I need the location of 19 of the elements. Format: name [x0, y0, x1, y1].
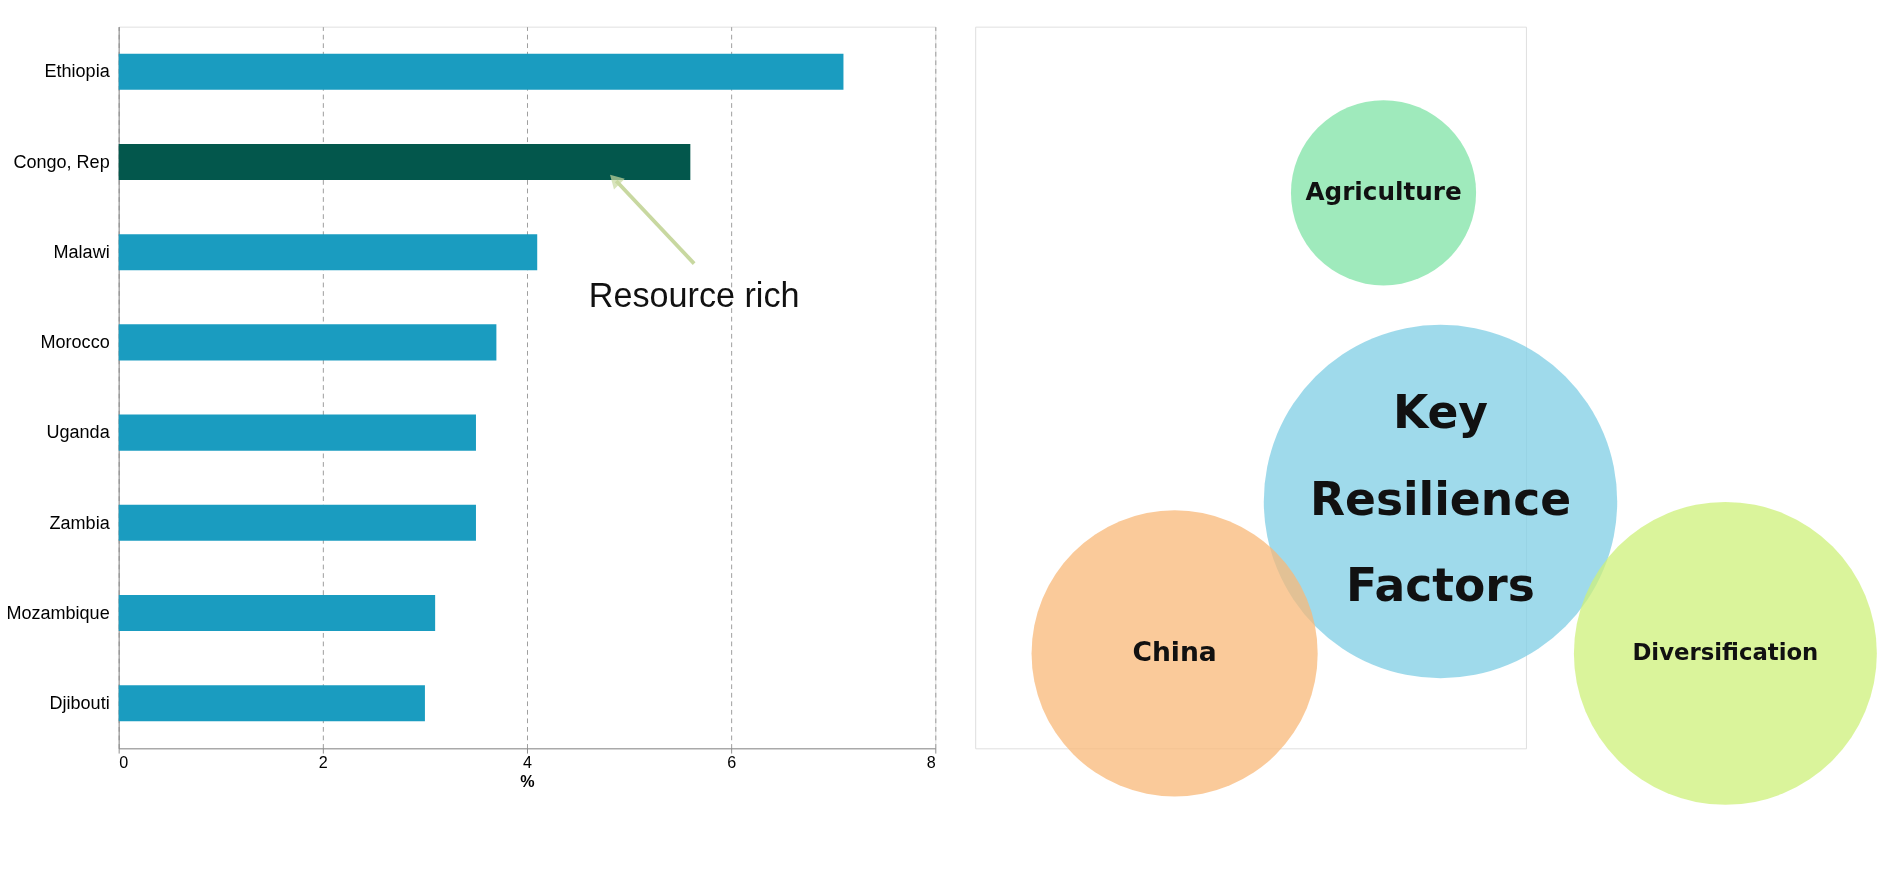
y-tick-label: Morocco [40, 332, 110, 353]
y-tick-label: Uganda [46, 422, 111, 443]
text: Diversification [1632, 639, 1819, 666]
x-tick-label: 0 [119, 752, 129, 771]
y-tick-label: Malawi [53, 241, 110, 262]
x-tick-label: 4 [523, 752, 532, 771]
x-tick-label: 6 [727, 752, 737, 771]
text: Agriculture [1305, 177, 1462, 207]
text: Key Resilience Factors [1309, 386, 1572, 613]
y-tick-label: Ethiopia [44, 61, 111, 82]
text: China [1132, 635, 1217, 667]
x-tick-label: 2 [318, 752, 328, 771]
y-tick-label: Djibouti [49, 692, 110, 713]
x-axis-title: % [520, 771, 535, 790]
y-tick-label: Zambia [49, 512, 111, 533]
x-tick-label: 8 [926, 752, 936, 771]
y-tick-label: Mozambique [6, 602, 110, 623]
y-tick-label: Congo, Rep [13, 151, 110, 172]
annotation: Resource rich [588, 276, 800, 315]
